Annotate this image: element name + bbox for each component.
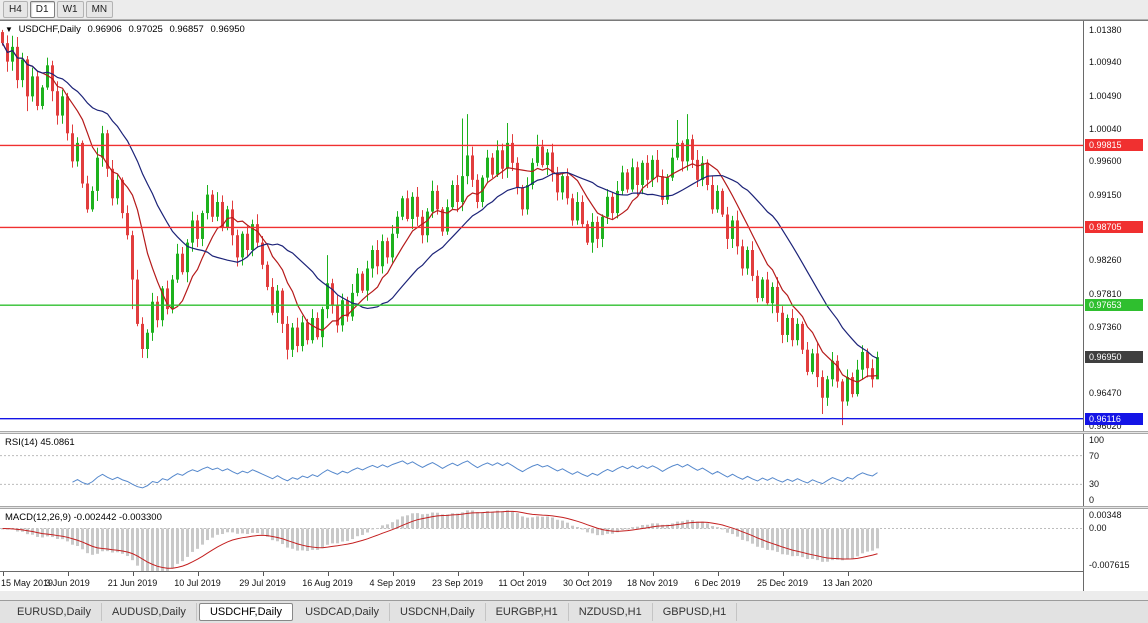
date-axis-label: 30 Oct 2019 [562, 578, 613, 588]
price-axis-label: 0.99150 [1089, 189, 1122, 200]
date-tick [262, 572, 264, 576]
chart-tab-usdchf-daily[interactable]: USDCHF,Daily [198, 603, 294, 621]
date-tick [457, 572, 459, 576]
ohlc-close: 0.96950 [210, 24, 245, 35]
ohlc-high: 0.97025 [128, 24, 163, 35]
date-axis-label: 11 Oct 2019 [498, 578, 547, 588]
rsi-axis-label: 0 [1089, 495, 1095, 505]
date-axis[interactable]: 15 May 2019 3 Jun 2019 21 Jun 2019 10 Jul 2… [0, 571, 1083, 591]
timeframe-button-h4[interactable]: H4 [3, 1, 28, 18]
date-axis-label: 6 Dec 2019 [694, 578, 741, 588]
price-axis-label: 0.99600 [1089, 156, 1122, 167]
date-tick [782, 572, 784, 576]
timeframe-toolbar: H4 D1 W1 MN [0, 0, 1148, 20]
date-axis-label: 16 Aug 2019 [302, 578, 353, 588]
chart-tab-usdcnh-daily[interactable]: USDCNH,Daily [390, 603, 486, 621]
price-axis-label: 0.98260 [1089, 255, 1122, 266]
chart-marker-icon: ▼ [5, 25, 13, 34]
chart-tab-eurgbp-h1[interactable]: EURGBP,H1 [486, 603, 569, 621]
price-axis[interactable]: 1.01380 1.00940 1.00490 1.00040 0.99600 0.991… [1083, 21, 1148, 591]
date-tick [2, 572, 4, 576]
date-axis-label: 3 Jun 2019 [45, 578, 90, 588]
price-axis-label: 0.96470 [1089, 387, 1122, 398]
chart-tab-audusd-daily[interactable]: AUDUSD,Daily [102, 603, 197, 621]
price-panel[interactable]: ▼ USDCHF,Daily 0.96906 0.97025 0.96857 0… [0, 21, 1083, 431]
timeframe-button-d1[interactable]: D1 [29, 1, 55, 18]
macd-chart-canvas[interactable] [0, 509, 1083, 571]
date-axis-label: 18 Nov 2019 [626, 578, 679, 588]
timeframe-button-w1[interactable]: W1 [56, 1, 84, 18]
price-axis-label: 1.00940 [1089, 57, 1122, 68]
ohlc-open: 0.96906 [87, 24, 122, 35]
date-tick [327, 572, 329, 576]
date-tick [587, 572, 589, 576]
symbol-ohlc-label: ▼ USDCHF,Daily 0.96906 0.97025 0.96857 0… [5, 24, 249, 35]
chart-tab-eurusd-daily[interactable]: EURUSD,Daily [7, 603, 102, 621]
chart-tab-usdcad-daily[interactable]: USDCAD,Daily [295, 603, 391, 621]
date-tick [392, 572, 394, 576]
date-axis-label: 4 Sep 2019 [369, 578, 416, 588]
date-tick [717, 572, 719, 576]
date-axis-label: 23 Sep 2019 [431, 578, 484, 588]
macd-panel[interactable]: MACD(12,26,9) -0.002442 -0.003300 [0, 509, 1083, 571]
rsi-axis-label: 70 [1089, 450, 1100, 461]
macd-axis-label: 0.00 [1089, 523, 1107, 534]
date-axis-label: 15 May 2019 [1, 578, 54, 588]
rsi-axis-label: 100 [1089, 435, 1105, 445]
date-tick [522, 572, 524, 576]
price-chart-canvas[interactable] [0, 21, 1083, 431]
timeframe-button-mn[interactable]: MN [85, 1, 114, 18]
date-axis-label: 25 Dec 2019 [756, 578, 809, 588]
price-axis-label: 1.00040 [1089, 123, 1122, 134]
macd-axis-label: 0.00348 [1089, 510, 1122, 520]
date-axis-label: 29 Jul 2019 [239, 578, 286, 588]
rsi-axis-label: 30 [1089, 479, 1100, 490]
date-tick [132, 572, 134, 576]
date-tick [652, 572, 654, 576]
panel-splitter-rsi[interactable] [0, 431, 1148, 434]
macd-label: MACD(12,26,9) -0.002442 -0.003300 [5, 512, 162, 523]
rsi-label: RSI(14) 45.0861 [5, 437, 75, 448]
macd-axis-label: -0.007615 [1089, 560, 1130, 570]
date-axis-label: 21 Jun 2019 [107, 578, 158, 588]
symbol-label: USDCHF,Daily [18, 24, 81, 35]
date-tick [67, 572, 69, 576]
price-level-tag: 0.98705 [1085, 221, 1143, 234]
date-tick [197, 572, 199, 576]
price-axis-label: 0.97810 [1089, 288, 1122, 299]
chart-tab-gbpusd-h1[interactable]: GBPUSD,H1 [653, 603, 738, 621]
price-level-tag: 0.97653 [1085, 299, 1143, 312]
price-axis-label: 1.00490 [1089, 90, 1122, 101]
date-tick [847, 572, 849, 576]
price-axis-label: 1.01380 [1089, 24, 1122, 35]
status-filler [0, 590, 1148, 600]
price-axis-label: 0.96020 [1089, 420, 1122, 431]
panel-splitter-macd[interactable] [0, 506, 1148, 509]
price-axis-label: 0.97360 [1089, 321, 1122, 332]
ohlc-low: 0.96857 [169, 24, 204, 35]
date-axis-label: 10 Jul 2019 [174, 578, 221, 588]
rsi-chart-canvas[interactable] [0, 434, 1083, 506]
date-axis-label: 13 Jan 2020 [822, 578, 873, 588]
chart-tab-nzdusd-h1[interactable]: NZDUSD,H1 [569, 603, 653, 621]
price-level-tag: 0.99815 [1085, 139, 1143, 152]
current-price-tag: 0.96950 [1085, 351, 1143, 364]
chart-tabs-bar: EURUSD,Daily AUDUSD,Daily USDCHF,Daily USDC… [0, 600, 1148, 623]
price-level-tag: 0.96116 [1085, 412, 1143, 425]
rsi-panel[interactable]: RSI(14) 45.0861 [0, 434, 1083, 506]
chart-area: ▼ USDCHF,Daily 0.96906 0.97025 0.96857 0… [0, 20, 1148, 591]
